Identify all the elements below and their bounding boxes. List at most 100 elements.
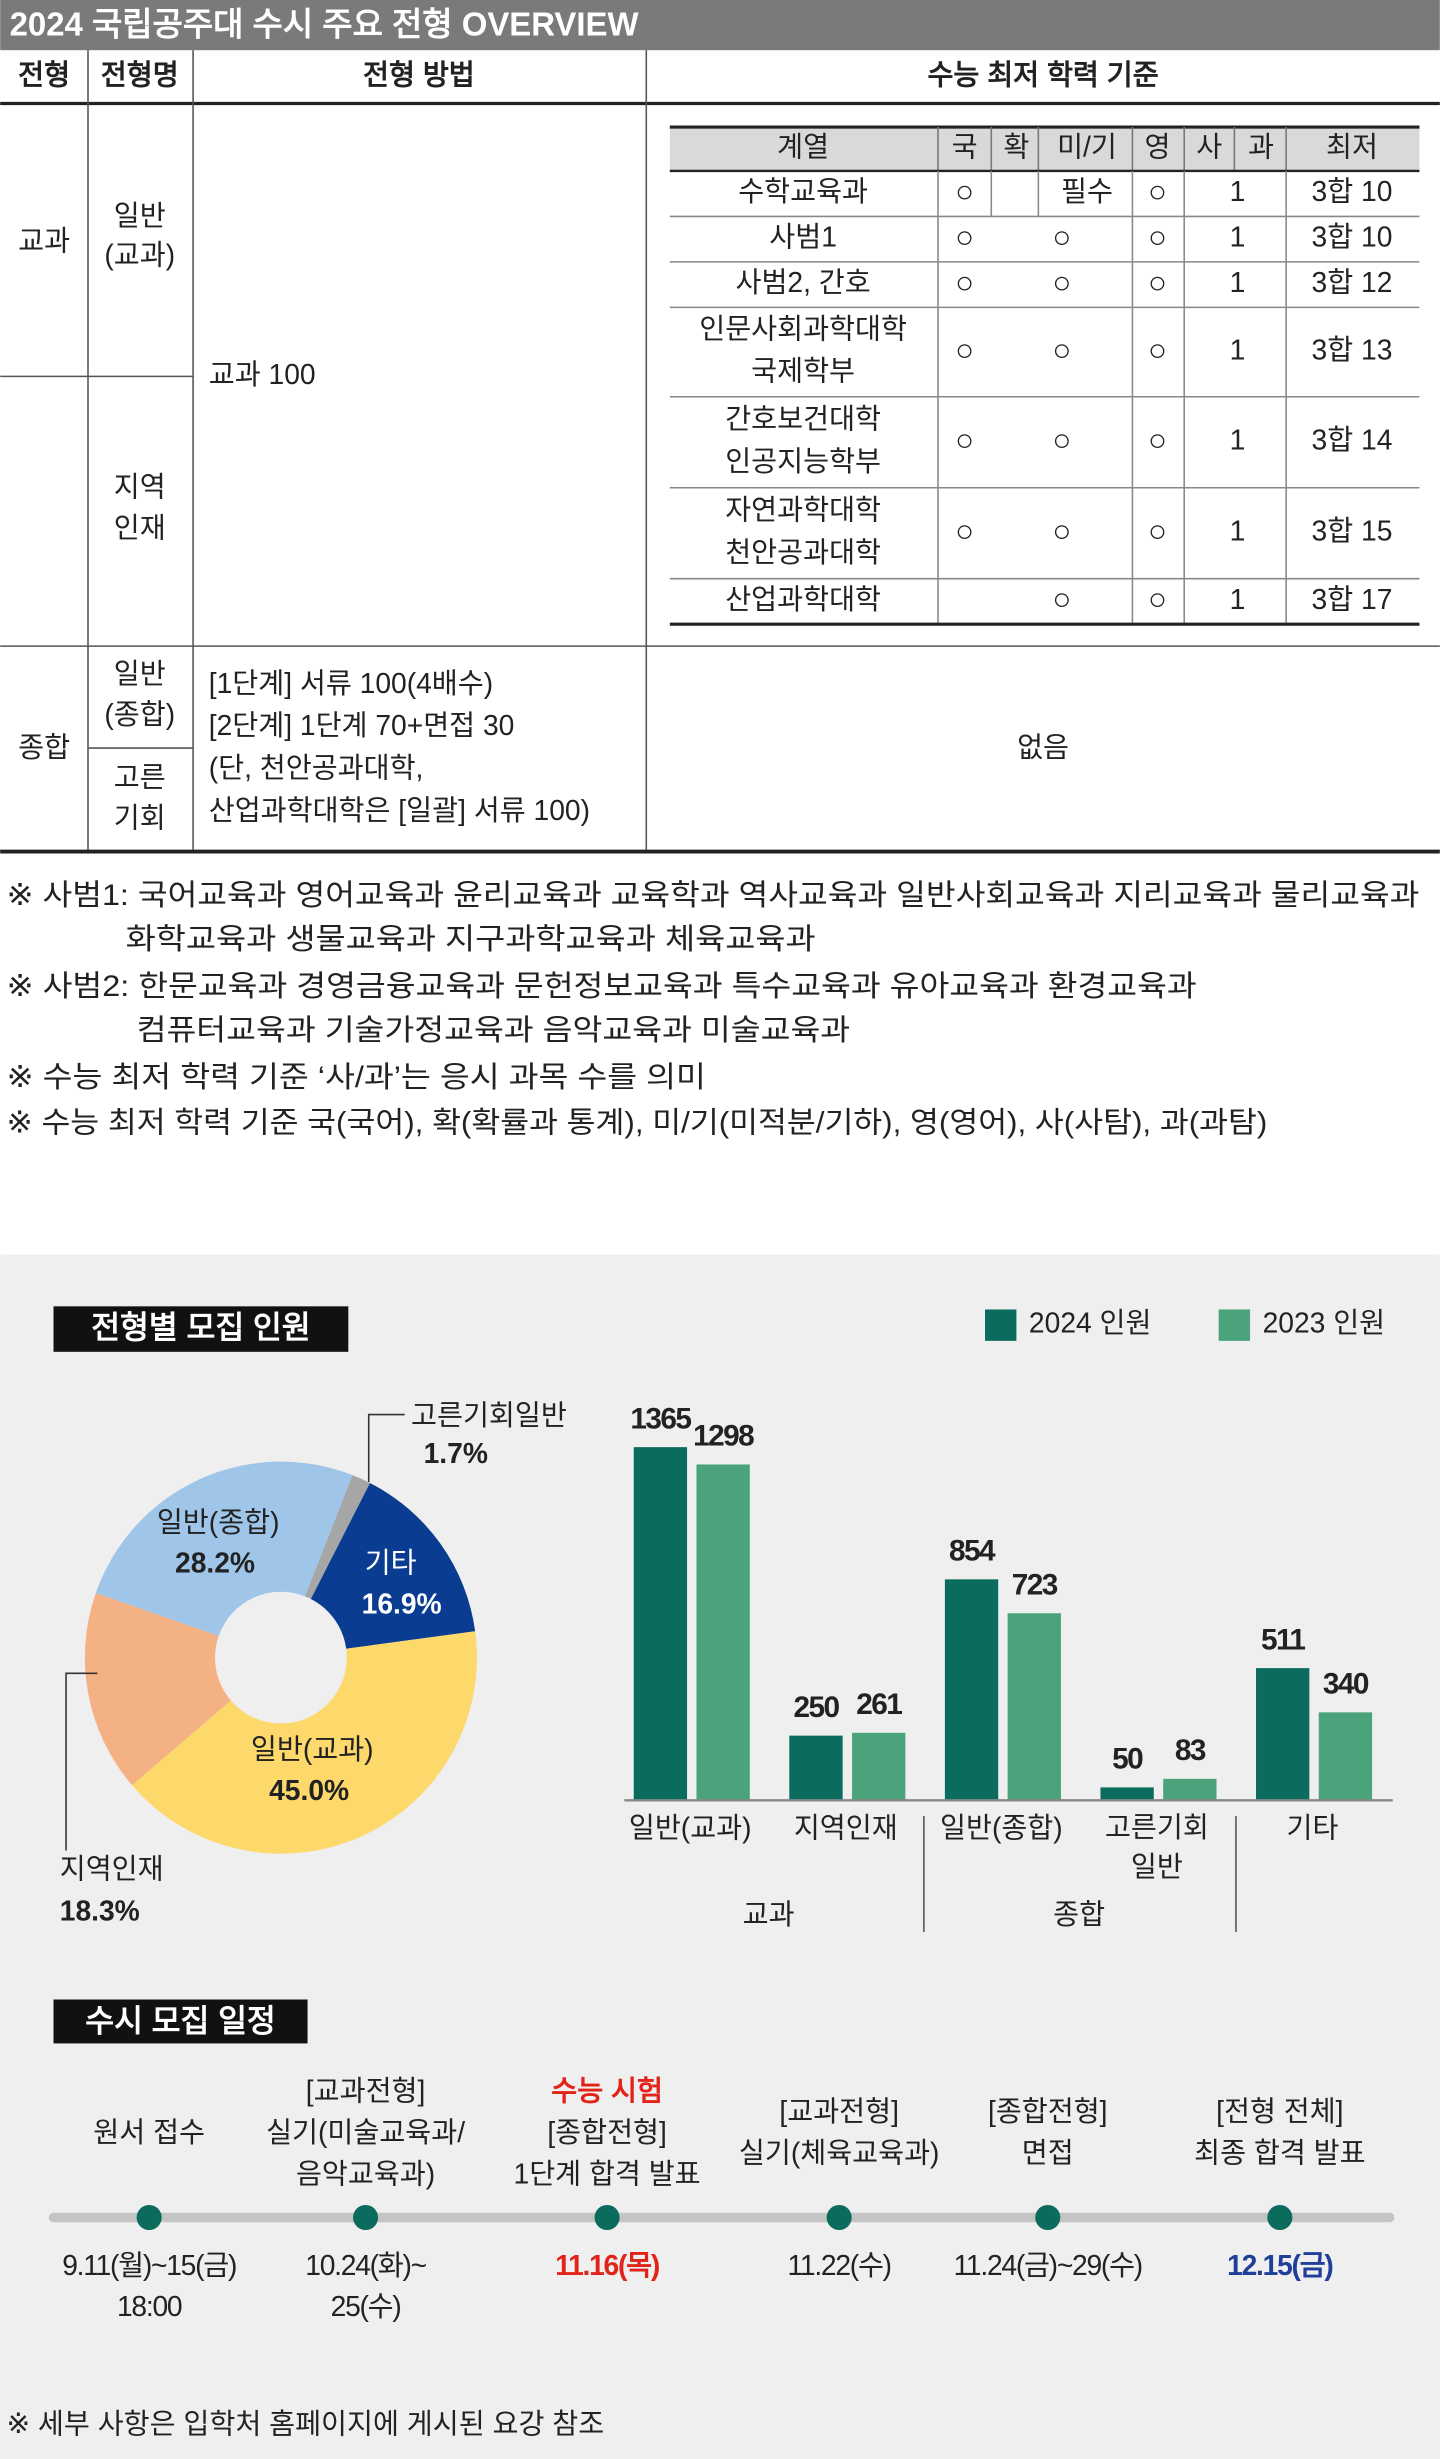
mark-circle: ○ (1052, 582, 1071, 617)
field: 수학교육과 (738, 175, 868, 207)
schedule-highlight: 수능 시험 (551, 2074, 663, 2106)
schedule-date: 11.24(금)~29(수) (954, 2249, 1142, 2281)
pie-slice (132, 1631, 477, 1854)
schedule-label: [교과전형] (779, 2095, 899, 2127)
subject-count: 1 (1230, 266, 1246, 298)
mark-circle: ○ (1148, 265, 1167, 300)
section-title-bg (53, 1306, 349, 1352)
schedule-date: 18:00 (117, 2290, 182, 2322)
pie-slice (84, 1593, 231, 1786)
method: 교과 100 (209, 358, 316, 390)
requirement: 필수 (1061, 175, 1113, 207)
method: [2단계] 1단계 70+면접 30 (209, 709, 515, 741)
criteria-header: 계열 (777, 130, 829, 162)
criteria-header: 최저 (1326, 130, 1378, 162)
legend-swatch (1218, 1309, 1251, 1341)
mark-circle: ○ (1052, 265, 1071, 300)
field: 사범2, 간호 (735, 266, 870, 298)
schedule-date: 10.24(화)~ (305, 2249, 426, 2281)
field: 국제학부 (751, 355, 855, 387)
mark-circle: ○ (955, 265, 974, 300)
x-tick-label: 기타 (1287, 1812, 1339, 1844)
bar-value: 1298 (693, 1420, 754, 1453)
bar (1256, 1668, 1310, 1801)
field: 사범1 (769, 221, 837, 253)
bar-value: 723 (1012, 1568, 1058, 1601)
bar-value: 340 (1323, 1668, 1369, 1701)
section-title: 전형별 모집 인원 (91, 1310, 310, 1345)
type-name: 인재 (114, 512, 166, 544)
mark-circle: ○ (955, 423, 974, 458)
type-name: 일반 (114, 199, 166, 231)
mark-circle: ○ (1148, 174, 1167, 209)
criteria-header: 미/기 (1057, 130, 1117, 162)
legend-swatch (985, 1309, 1017, 1341)
note: ※ 사범1: 국어교육과 영어교육과 윤리교육과 교육학과 역사교육과 일반사회… (6, 879, 1419, 912)
note: ※ 사범2: 한문교육과 경영금융교육과 문헌정보교육과 특수교육과 유아교육과… (6, 970, 1196, 1003)
timeline-dot (1267, 2204, 1293, 2231)
timeline-dot (826, 2204, 852, 2231)
schedule-label: 최종 합격 발표 (1194, 2137, 1365, 2169)
method: (단, 천안공과대학, (209, 751, 424, 783)
schedule-label: 음악교육과) (296, 2157, 435, 2189)
slice-label: 지역인재 (60, 1852, 164, 1884)
slice-label: 기타 (365, 1547, 417, 1579)
bar-value: 50 (1112, 1743, 1143, 1776)
bar-value: 250 (793, 1691, 839, 1724)
bar (1318, 1712, 1373, 1801)
criteria-text: 없음 (1017, 731, 1069, 763)
timeline-dot (594, 2204, 620, 2231)
minimum: 3합 10 (1312, 221, 1393, 253)
pie-slice (304, 1475, 370, 1599)
field: 간호보건대학 (725, 403, 881, 435)
note: ※ 수능 최저 학력 기준 ‘사/과’는 응시 과목 수를 의미 (6, 1061, 705, 1094)
slice-value: 16.9% (362, 1587, 442, 1619)
field: 산업과학대학 (725, 583, 881, 615)
minimum: 3합 14 (1312, 424, 1393, 456)
bar (944, 1579, 999, 1801)
group-label: 교과 (743, 1898, 795, 1930)
bar (1163, 1778, 1217, 1801)
mark-circle: ○ (1148, 513, 1167, 548)
method: [1단계] 서류 100(4배수) (209, 667, 493, 699)
type-name: 고른 (114, 761, 166, 793)
method: 산업과학대학은 [일괄] 서류 100) (209, 794, 590, 826)
schedule-date: 11.22(수) (788, 2249, 891, 2281)
schedule-label: 면접 (1022, 2137, 1074, 2169)
mark-circle: ○ (1148, 423, 1167, 458)
slice-label: 일반(교과) (251, 1733, 374, 1765)
subject-count: 1 (1230, 334, 1246, 366)
subject-count: 1 (1230, 424, 1246, 456)
mark-circle: ○ (1052, 219, 1071, 254)
schedule-label: 원서 접수 (93, 2116, 205, 2148)
bar-value: 1365 (630, 1402, 691, 1435)
table-header: 전형명 (101, 58, 179, 90)
mark-circle: ○ (1052, 332, 1071, 367)
mark-circle: ○ (1052, 513, 1071, 548)
group-label: 종합 (1053, 1898, 1105, 1930)
subject-count: 1 (1230, 583, 1246, 615)
field: 천안공과대학 (725, 536, 881, 568)
criteria-header: 영 (1145, 130, 1171, 162)
bar (633, 1447, 688, 1801)
minimum: 3합 10 (1312, 175, 1393, 207)
bar (789, 1735, 843, 1801)
pie-slice (310, 1482, 476, 1649)
schedule-date: 9.11(월)~15(금) (62, 2249, 236, 2281)
pie-slice (95, 1461, 353, 1636)
bar (696, 1464, 750, 1801)
schedule-label: 1단계 합격 발표 (514, 2157, 701, 2189)
legend-label: 2023 인원 (1263, 1307, 1386, 1339)
footnote: ※ 세부 사항은 입학처 홈페이지에 게시된 요강 참조 (6, 2408, 604, 2440)
note: 화학교육과 생물교육과 지구과학교육과 체육교육과 (126, 923, 816, 956)
bar (1007, 1613, 1061, 1801)
bar (852, 1732, 906, 1801)
table-header: 전형 방법 (363, 58, 475, 90)
timeline-dot (353, 2204, 379, 2231)
table-header: 전형 (18, 58, 70, 90)
schedule-date: 25(수) (331, 2290, 401, 2322)
mark-circle: ○ (1148, 332, 1167, 367)
subject-count: 1 (1230, 175, 1246, 207)
criteria-header: 국 (952, 130, 978, 162)
